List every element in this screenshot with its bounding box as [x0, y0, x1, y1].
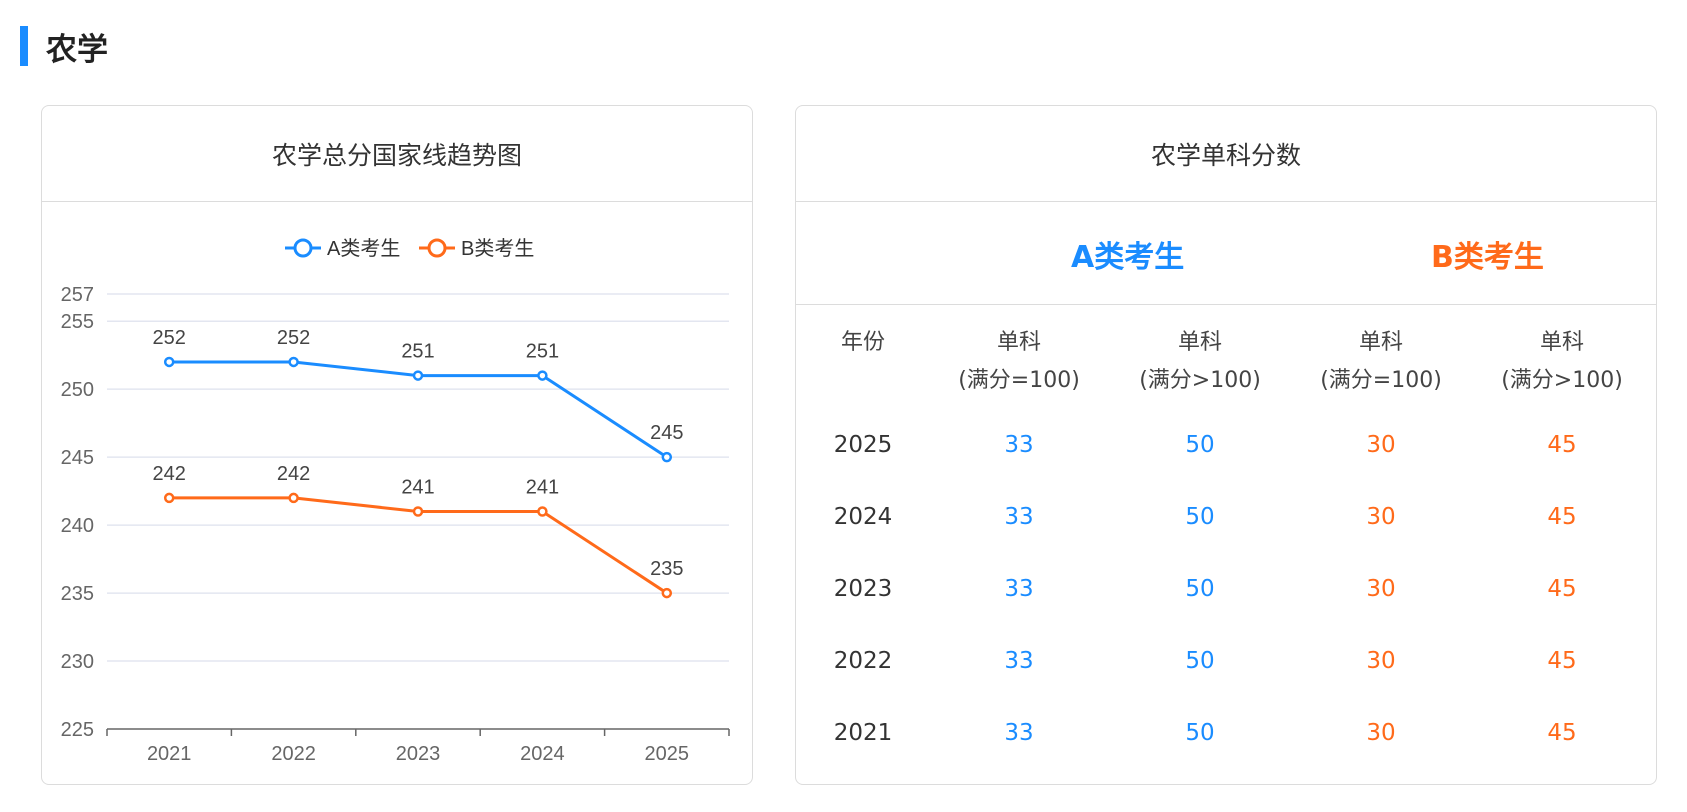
- cell-a-100: 33: [1004, 432, 1034, 458]
- class-a-label: A类考生: [1071, 240, 1185, 275]
- cell-a-over100: 50: [1185, 504, 1215, 530]
- x-tick-label: 2023: [396, 743, 441, 765]
- cell-year: 2023: [833, 576, 893, 602]
- cell-year: 2021: [833, 720, 893, 746]
- table-card-title: 农学单科分数: [796, 106, 1656, 202]
- data-label: 241: [526, 477, 559, 499]
- data-point: [412, 370, 424, 381]
- cell-b-100: 30: [1366, 720, 1396, 746]
- x-tick-label: 2025: [645, 743, 690, 765]
- legend-label: B类考生: [461, 237, 534, 260]
- chart-card: 农学总分国家线趋势图 225 230 235 240 245 250 255 257 2021 2…: [41, 105, 753, 785]
- cell-a-over100: 50: [1185, 432, 1215, 458]
- y-tick-label: 230: [61, 651, 94, 673]
- cell-b-over100: 45: [1547, 720, 1577, 746]
- header-year: 年份: [840, 330, 885, 355]
- section-title-text: 农学: [46, 31, 108, 68]
- legend-label: A类考生: [327, 237, 400, 260]
- cell-a-over100: 50: [1185, 720, 1215, 746]
- section-title: 农学: [20, 26, 108, 68]
- cell-b-over100: 45: [1547, 432, 1577, 458]
- y-tick-label: 245: [61, 447, 94, 469]
- section-accent-bar: [20, 26, 28, 66]
- data-point: [163, 492, 175, 504]
- cell-a-100: 33: [1004, 648, 1034, 674]
- y-tick-label: 250: [61, 379, 94, 401]
- legend-marker: [427, 238, 447, 258]
- cell-year: 2025: [833, 432, 893, 458]
- table-card: 农学单科分数 A类考生 B类考生 年份 单科 (满分=100) 单科 (满分>100…: [795, 105, 1657, 785]
- data-point: [537, 370, 548, 381]
- data-point: [412, 506, 424, 517]
- cell-a-100: 33: [1004, 504, 1034, 530]
- data-label: 251: [526, 341, 559, 363]
- data-point: [537, 506, 548, 517]
- data-label: 241: [401, 477, 434, 499]
- header-b-single-100: 单科 (满分=100): [1320, 330, 1442, 393]
- header-a-single-100: 单科 (满分=100): [958, 330, 1080, 393]
- cell-b-100: 30: [1366, 576, 1396, 602]
- data-label: 245: [650, 422, 683, 444]
- y-tick-label: 257: [61, 284, 94, 306]
- x-tick-label: 2021: [147, 743, 192, 765]
- data-point: [163, 356, 175, 368]
- data-point: [288, 356, 299, 368]
- cell-year: 2024: [833, 504, 893, 530]
- data-point: [661, 451, 673, 463]
- data-label: 252: [277, 327, 310, 349]
- data-label: 251: [401, 341, 434, 363]
- y-tick-label: 235: [61, 583, 94, 605]
- cell-b-over100: 45: [1547, 504, 1577, 530]
- line-chart: 225 230 235 240 245 250 255 257 2021 2022 2023 2024…: [61, 237, 730, 765]
- y-tick-label: 240: [61, 515, 94, 537]
- y-tick-label: 225: [61, 719, 94, 741]
- data-point: [288, 492, 299, 504]
- cell-b-100: 30: [1366, 648, 1396, 674]
- data-point: [661, 587, 673, 599]
- x-tick-label: 2022: [271, 743, 316, 765]
- cell-year: 2022: [833, 648, 893, 674]
- cell-a-over100: 50: [1185, 648, 1215, 674]
- cell-b-over100: 45: [1547, 648, 1577, 674]
- legend-marker: [293, 238, 313, 258]
- header-b-single-over100: 单科 (满分>100): [1501, 330, 1623, 393]
- cell-b-100: 30: [1366, 504, 1396, 530]
- cell-a-over100: 50: [1185, 576, 1215, 602]
- y-tick-label: 255: [61, 311, 94, 333]
- header-a-single-over100: 单科 (满分>100): [1139, 330, 1261, 393]
- data-label: 252: [153, 327, 186, 349]
- data-label: 242: [153, 463, 186, 485]
- class-b-label: B类考生: [1431, 240, 1544, 275]
- cell-b-over100: 45: [1547, 576, 1577, 602]
- cell-a-100: 33: [1004, 720, 1034, 746]
- cell-a-100: 33: [1004, 576, 1034, 602]
- x-tick-label: 2024: [520, 743, 565, 765]
- chart-card-title: 农学总分国家线趋势图: [42, 106, 752, 202]
- data-label: 235: [650, 558, 683, 580]
- data-label: 242: [277, 463, 310, 485]
- cell-b-100: 30: [1366, 432, 1396, 458]
- class-header-row: A类考生 B类考生: [796, 202, 1656, 305]
